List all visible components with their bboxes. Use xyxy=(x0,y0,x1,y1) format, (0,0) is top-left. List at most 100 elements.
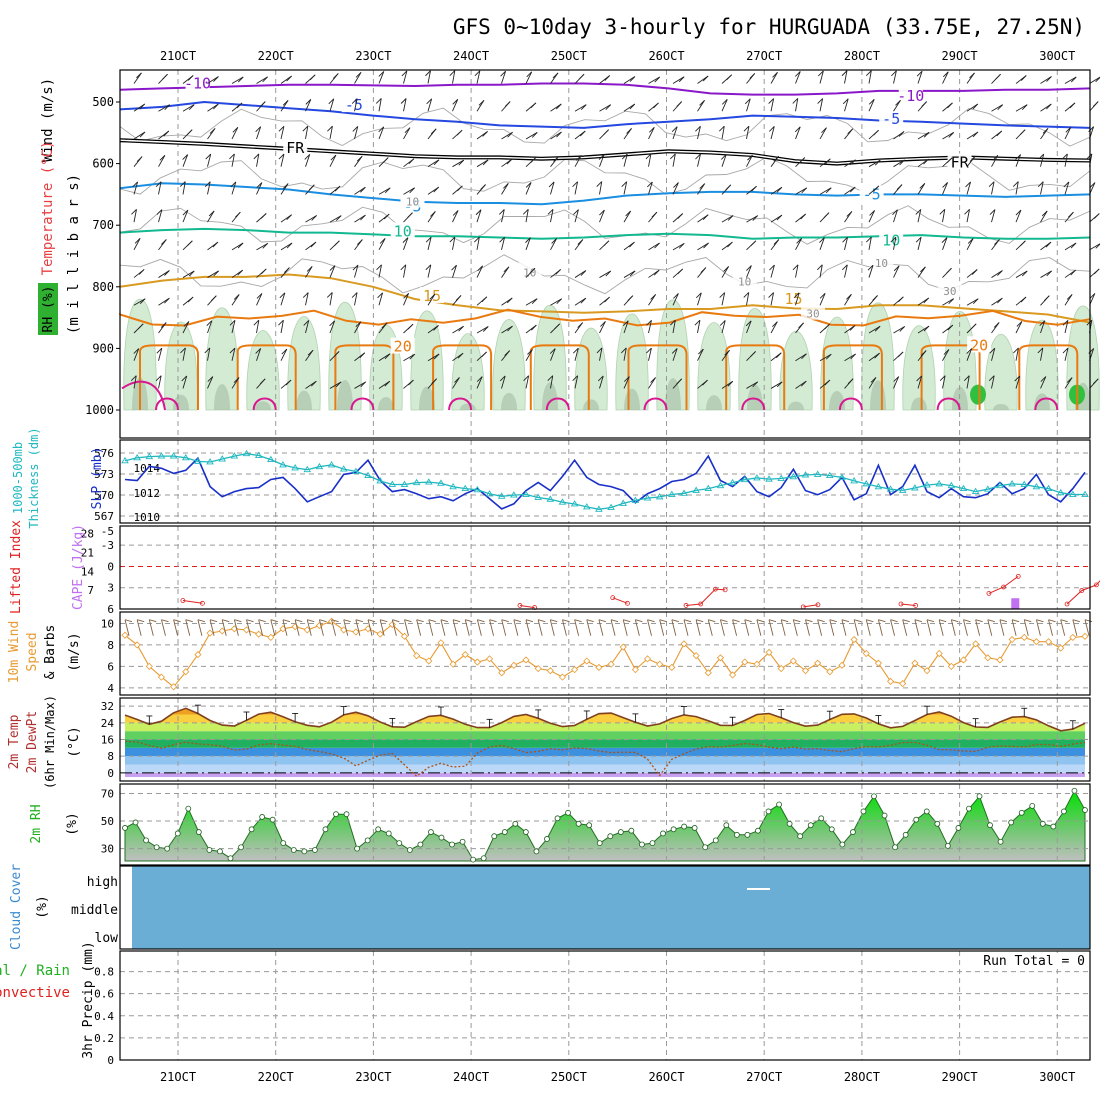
wind-barb-flag xyxy=(1073,620,1080,622)
wind-barb-flag xyxy=(873,295,878,300)
rh-contour-line xyxy=(120,108,1090,146)
rh-point xyxy=(861,809,866,814)
wind-barb-flag xyxy=(404,620,411,622)
wind-barb xyxy=(903,620,907,636)
wind-barb-flag xyxy=(137,157,142,162)
wind-barb xyxy=(183,105,194,112)
wind-barb-flag xyxy=(356,620,363,622)
wind-barb xyxy=(806,620,810,636)
wind-barb-flag xyxy=(174,620,181,622)
precip-label-convective: Convective xyxy=(0,985,70,1001)
cape-bar xyxy=(1011,598,1019,609)
wind-barb-flag xyxy=(652,212,657,217)
wind-barb-flag xyxy=(801,214,806,219)
pressure-tick-label: 900 xyxy=(92,341,114,355)
wind-barb xyxy=(330,266,335,278)
rh-point xyxy=(1051,824,1056,829)
wind-barb-flag xyxy=(431,129,436,134)
wind-barb-flag xyxy=(799,323,804,328)
isotherm-label: 10 xyxy=(394,222,412,240)
rh-point xyxy=(460,839,465,844)
wind-barb-flag xyxy=(769,620,776,622)
isotherm-label: -10 xyxy=(184,75,211,93)
rh-blob xyxy=(903,326,936,410)
rh-contours xyxy=(120,108,1090,294)
isotherm-label: 10 xyxy=(882,232,900,250)
wind-speed-point xyxy=(900,681,906,687)
wind-barb-flag xyxy=(556,269,561,274)
rh-point xyxy=(576,821,581,826)
wind-barb-flag xyxy=(947,268,952,273)
wind-barb xyxy=(793,620,797,636)
wind-barb-flag xyxy=(678,269,683,274)
rh-point xyxy=(1030,803,1035,808)
x-tick-label-bottom: 27OCT xyxy=(746,1070,782,1084)
wind-barb-flag xyxy=(383,158,388,163)
wind-barb xyxy=(429,620,433,636)
wind-barb-flag xyxy=(635,620,642,622)
rh-point xyxy=(439,835,444,840)
wind-barb-flag xyxy=(514,620,521,622)
wind-barb-flag xyxy=(1020,130,1025,135)
wind-barb xyxy=(757,620,761,636)
rh-point xyxy=(924,809,929,814)
x-tick-label-top: 26OCT xyxy=(648,49,684,63)
wind-barb-flag xyxy=(997,131,1002,136)
y-axis-label-rh: 2m RH xyxy=(29,804,44,843)
wind-barb-flag xyxy=(684,620,691,622)
wind-barb-flag xyxy=(579,74,584,79)
wind-barb-flag xyxy=(757,620,764,622)
wind-speed-point xyxy=(1033,639,1039,645)
wind-barb xyxy=(1065,127,1071,139)
li-vgrid xyxy=(178,526,1057,609)
wind-barb xyxy=(404,620,408,636)
rh-point xyxy=(945,843,950,848)
wind-barb-flag xyxy=(1046,242,1051,247)
rh-point xyxy=(123,825,128,830)
x-tick-label-bottom: 26OCT xyxy=(648,1070,684,1084)
wind-barb xyxy=(649,77,660,84)
cloud-row-label: high xyxy=(87,875,118,890)
rh-blob xyxy=(575,328,608,410)
pressure-tick-label: 1000 xyxy=(85,403,114,417)
wind-barb-flag xyxy=(1093,102,1098,107)
cloud-row-label: middle xyxy=(71,903,118,918)
wind-barb-flag xyxy=(380,620,387,622)
isotherm-label: 30 xyxy=(806,308,819,321)
rh-point xyxy=(386,831,391,836)
rh-point xyxy=(977,794,982,799)
wind-barb-flag xyxy=(457,186,462,191)
wind-barb-flag xyxy=(392,620,399,622)
cape-tick-label: 7 xyxy=(87,584,94,597)
temp-tick-label: 24 xyxy=(101,717,115,730)
wind-tick-label: 4 xyxy=(107,682,114,695)
wind-barb-flag xyxy=(186,620,193,622)
y-axis-label-precip: 3hr Precip (mm) xyxy=(81,941,96,1058)
wind-barb-flag xyxy=(1021,76,1026,81)
rh-point xyxy=(998,839,1003,844)
precip-tick-label: 0.4 xyxy=(94,1010,114,1023)
lifted-index-point xyxy=(625,601,629,605)
wind-barb xyxy=(943,182,948,194)
wind-barb xyxy=(624,211,631,222)
wind-barb-flag xyxy=(575,620,582,622)
wind-barb-flag xyxy=(1049,620,1056,622)
x-tick-label-top: 23OCT xyxy=(355,49,391,63)
wind-barb-flag xyxy=(971,324,976,329)
wind-barb xyxy=(623,620,627,636)
rh-tick-label: 50 xyxy=(101,815,114,828)
wind-barb-flag xyxy=(874,130,879,135)
wind-speed-point xyxy=(256,631,262,637)
wind-barb xyxy=(1090,243,1100,250)
wind-barb xyxy=(1016,105,1027,112)
wind-barb xyxy=(1073,620,1077,636)
wind-barb-flag xyxy=(848,129,853,134)
wind-barb-flag xyxy=(806,620,813,622)
wind-barb xyxy=(161,620,165,636)
wind-barb xyxy=(648,620,652,636)
lifted-index-line xyxy=(686,589,725,605)
wind-speed-point xyxy=(912,660,918,666)
y-axis-label-cloud: Cloud Cover xyxy=(9,864,24,950)
wind-barb xyxy=(441,620,445,636)
